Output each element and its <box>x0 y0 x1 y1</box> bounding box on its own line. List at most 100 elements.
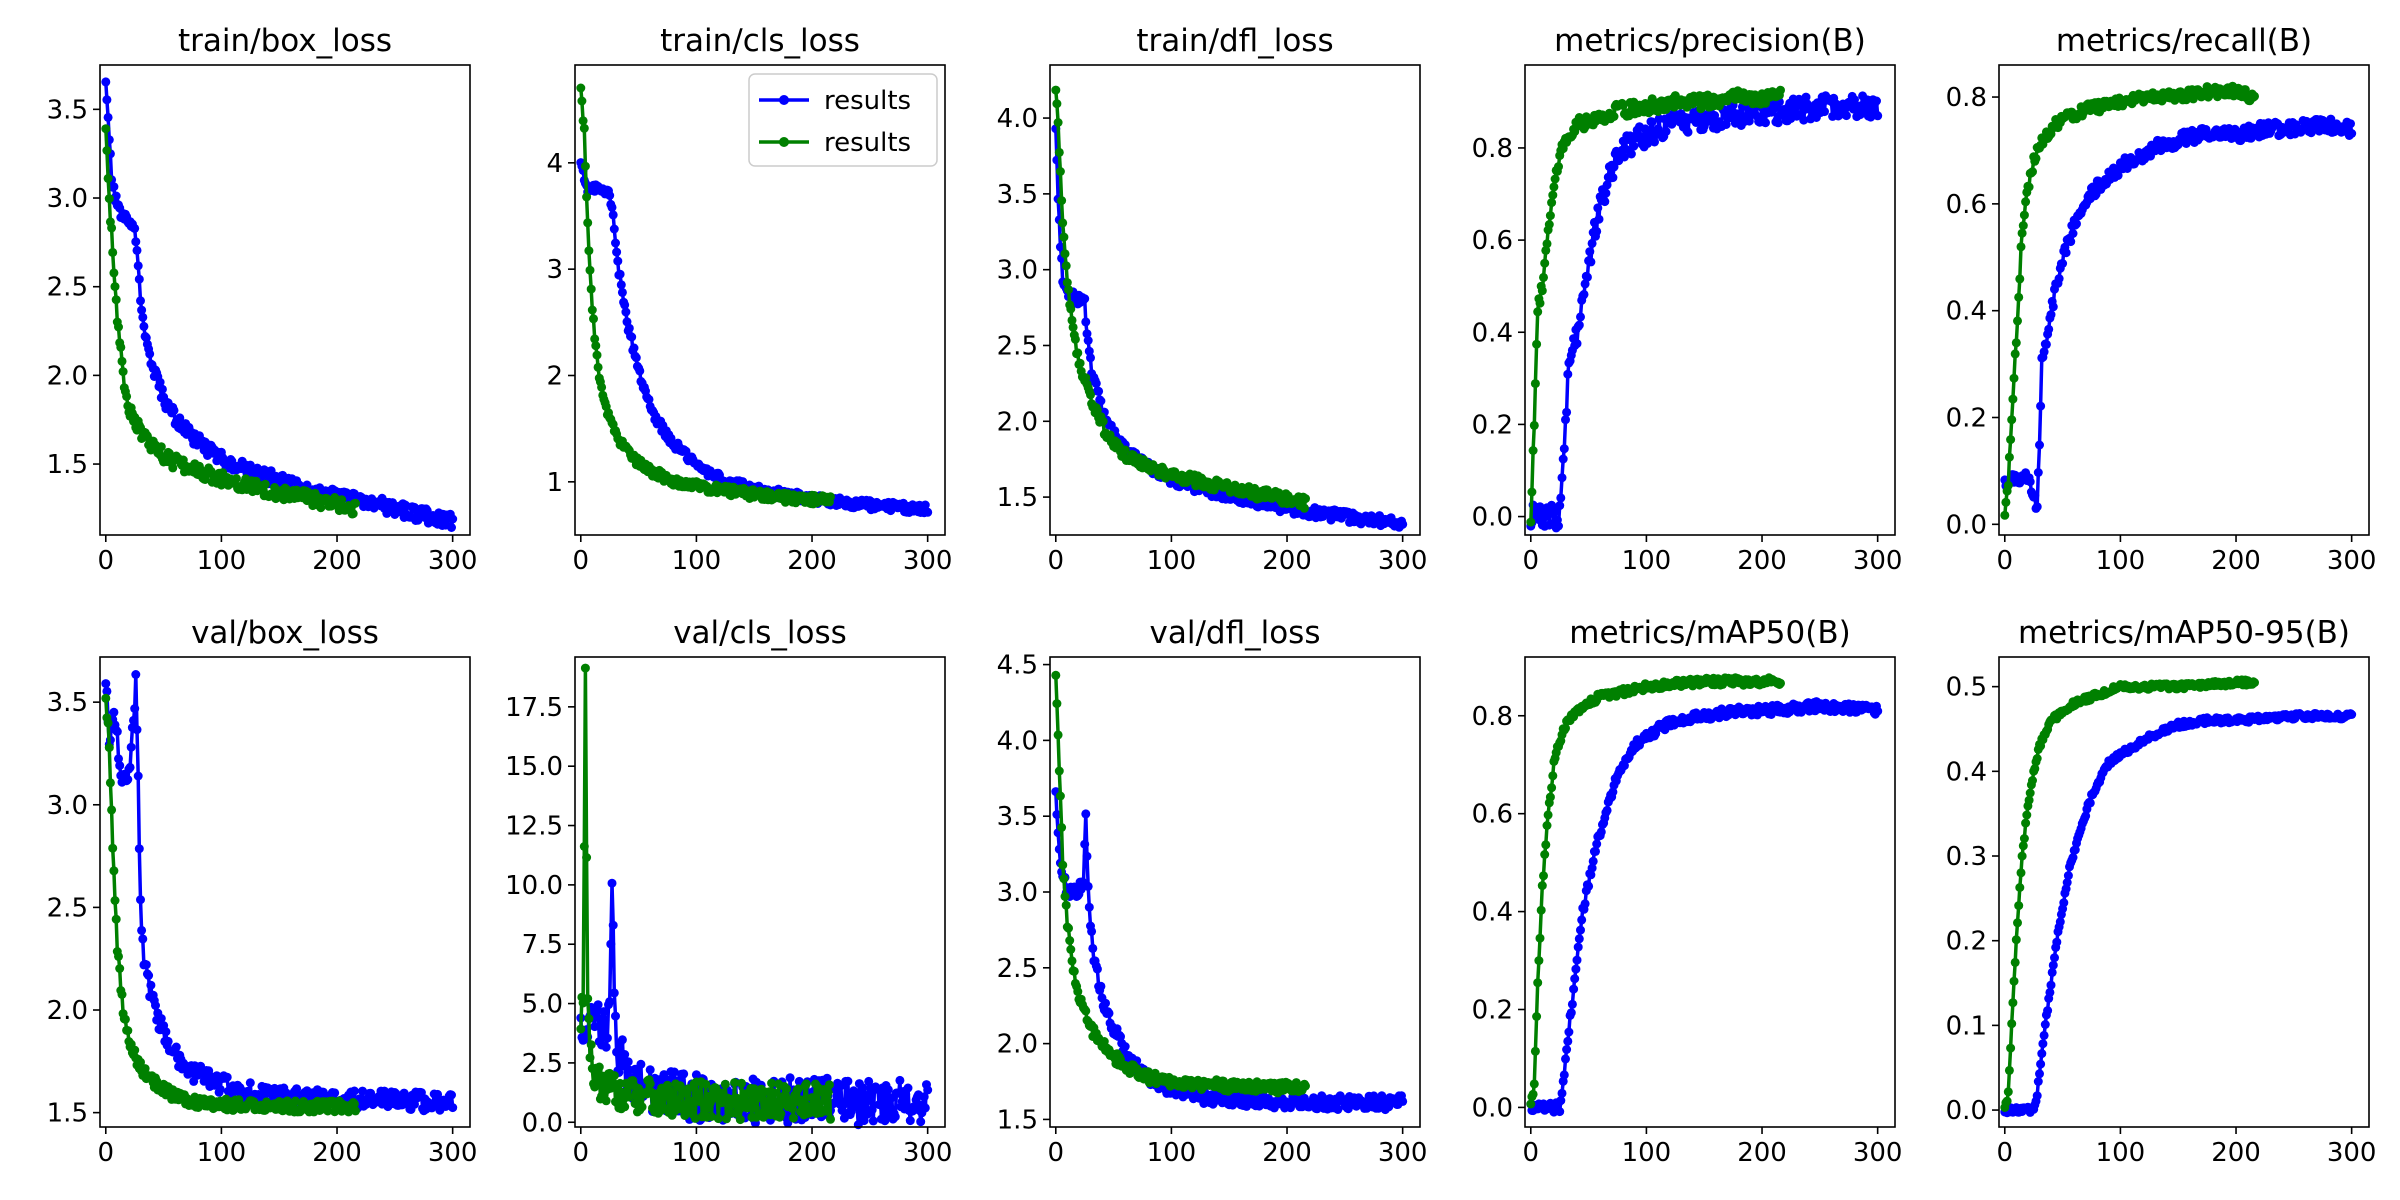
data-point <box>593 362 603 372</box>
data-point <box>110 282 120 292</box>
subplot-8: metrics/mAP50(B)0 100 200 3000.00.20.40.60.… <box>1472 615 1903 1168</box>
data-point <box>2003 480 2013 490</box>
data-point <box>1529 1079 1539 1089</box>
data-point <box>101 693 111 703</box>
data-point <box>138 312 148 322</box>
data-point <box>222 1072 232 1082</box>
x-tick-label: 100 <box>197 546 247 576</box>
data-point <box>109 707 119 717</box>
y-tick-label: 0.0 <box>1472 1093 1513 1123</box>
data-point <box>1559 1070 1569 1080</box>
data-point <box>447 1090 456 1100</box>
data-point <box>644 394 654 404</box>
data-point <box>132 245 142 255</box>
x-tick-label: 300 <box>428 1138 478 1168</box>
data-point <box>637 1102 647 1112</box>
data-point <box>133 771 143 781</box>
data-point <box>1532 339 1542 349</box>
data-point <box>130 223 140 233</box>
data-point <box>448 1103 458 1113</box>
data-point <box>2013 316 2022 326</box>
data-point <box>1586 257 1596 267</box>
data-point <box>1536 905 1546 915</box>
data-point <box>2032 1091 2042 1101</box>
data-point <box>1065 936 1075 945</box>
data-point <box>171 1042 181 1052</box>
data-point <box>1539 272 1548 282</box>
data-point <box>587 305 597 315</box>
data-point <box>611 238 620 248</box>
series-1 <box>1526 673 1785 1109</box>
subplot-title: metrics/precision(B) <box>1554 23 1866 59</box>
data-point <box>1562 407 1572 417</box>
data-point <box>1062 278 1072 288</box>
x-tick-label: 200 <box>2211 546 2261 576</box>
data-point <box>2021 197 2031 207</box>
x-tick-label: 300 <box>428 546 478 576</box>
data-point <box>2031 153 2041 163</box>
data-point <box>1596 827 1606 837</box>
x-tick-label: 0 <box>573 1138 590 1168</box>
data-point <box>146 980 156 990</box>
x-tick-label: 0 <box>98 1138 115 1168</box>
data-point <box>1547 783 1557 793</box>
data-point <box>631 353 641 363</box>
data-point <box>1556 1096 1566 1106</box>
data-point <box>1570 127 1580 137</box>
data-point <box>2024 182 2034 192</box>
data-point <box>623 1057 633 1067</box>
series-0 <box>1526 697 1883 1117</box>
series-1 <box>1051 670 1310 1098</box>
series-0 <box>1051 124 1408 532</box>
data-point <box>608 920 618 930</box>
data-point <box>2347 129 2357 138</box>
data-point <box>1057 823 1067 832</box>
data-point <box>1057 196 1067 206</box>
data-point <box>104 194 114 204</box>
y-tick-label: 7.5 <box>522 930 563 960</box>
data-point <box>1543 810 1553 820</box>
data-point <box>1600 197 1610 207</box>
data-point <box>2068 853 2078 862</box>
data-point <box>134 274 144 284</box>
data-point <box>695 1097 705 1107</box>
data-point <box>620 1102 630 1112</box>
data-point <box>730 1078 740 1088</box>
data-point <box>1593 203 1603 213</box>
data-point <box>1060 892 1070 901</box>
data-point <box>1545 211 1555 221</box>
data-point <box>2033 1077 2043 1086</box>
data-point <box>1098 416 1108 426</box>
data-point <box>1576 925 1585 935</box>
data-point <box>645 1065 655 1075</box>
y-tick-label: 3.0 <box>997 256 1038 286</box>
data-point <box>102 686 112 696</box>
data-point <box>1343 1104 1353 1114</box>
data-point <box>245 1078 255 1088</box>
data-point <box>785 1073 795 1083</box>
data-point <box>600 1015 610 1025</box>
data-point <box>2011 338 2021 348</box>
data-point <box>737 1078 746 1088</box>
subplot-title: val/dfl_loss <box>1150 615 1321 651</box>
y-tick-label: 0.2 <box>1946 404 1987 434</box>
data-point <box>591 341 601 351</box>
data-point <box>1091 379 1101 388</box>
data-point <box>1601 188 1611 198</box>
data-point <box>1534 956 1544 966</box>
x-tick-label: 200 <box>1262 546 1312 576</box>
data-point <box>1527 487 1537 497</box>
series-0 <box>1526 91 1883 533</box>
data-point <box>2001 497 2011 507</box>
data-point <box>1608 173 1618 183</box>
y-tick-label: 3.5 <box>47 95 88 125</box>
data-point <box>605 997 615 1007</box>
subplot-title: train/box_loss <box>178 23 392 59</box>
data-point <box>1053 730 1063 740</box>
data-point <box>583 218 593 228</box>
data-point <box>1587 863 1597 873</box>
data-point <box>1555 501 1565 511</box>
data-point <box>1588 856 1598 866</box>
data-point <box>822 1106 832 1116</box>
